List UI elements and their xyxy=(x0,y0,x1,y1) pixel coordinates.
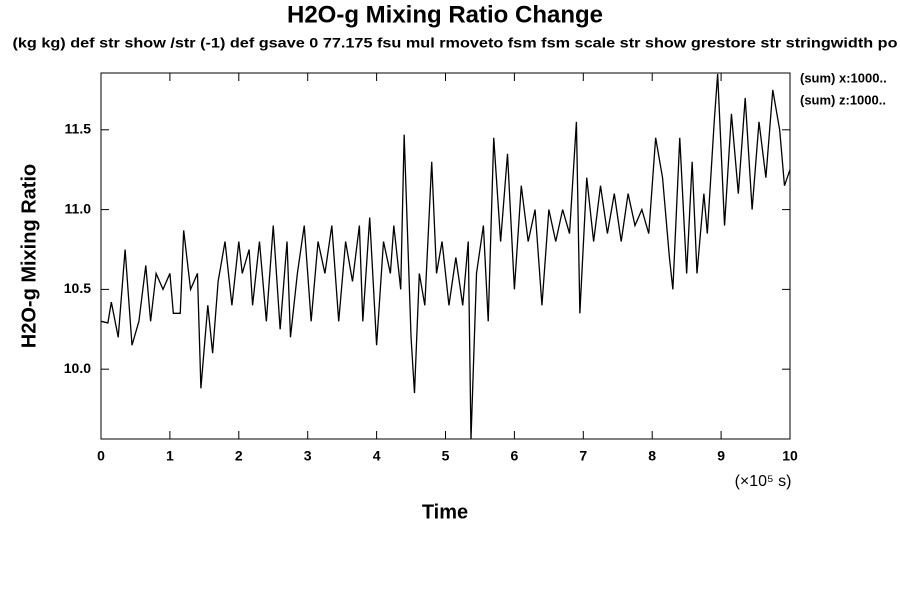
y-tick-label: 11.5 xyxy=(65,121,92,137)
x-tick-label: 3 xyxy=(304,448,312,464)
x-tick-label: 0 xyxy=(97,448,105,464)
y-axis-label: H2O-g Mixing Ratio xyxy=(18,164,40,348)
x-tick-label: 5 xyxy=(442,448,450,464)
x-tick-label: 10 xyxy=(782,448,798,464)
annotation: (sum) x:1000.. xyxy=(800,70,887,85)
x-axis-label: Time xyxy=(422,501,468,523)
y-tick-label: 10.0 xyxy=(64,360,91,376)
x-tick-label: 2 xyxy=(235,448,243,464)
chart-subtitle: (kg kg) def str show /str (-1) def gsave… xyxy=(13,35,898,51)
chart-title: H2O-g Mixing Ratio Change xyxy=(287,1,603,28)
x-tick-label: 8 xyxy=(648,448,656,464)
x-axis-unit: (×10⁵ s) xyxy=(735,473,792,490)
y-tick-label: 11.0 xyxy=(65,200,92,216)
x-tick-label: 6 xyxy=(511,448,519,464)
x-tick-label: 9 xyxy=(717,448,725,464)
data-line xyxy=(100,73,791,440)
x-tick-label: 1 xyxy=(166,448,174,464)
x-tick-label: 7 xyxy=(579,448,587,464)
x-tick-label: 4 xyxy=(373,448,381,464)
annotation: (sum) z:1000.. xyxy=(800,92,886,107)
y-tick-label: 10.5 xyxy=(64,280,91,296)
